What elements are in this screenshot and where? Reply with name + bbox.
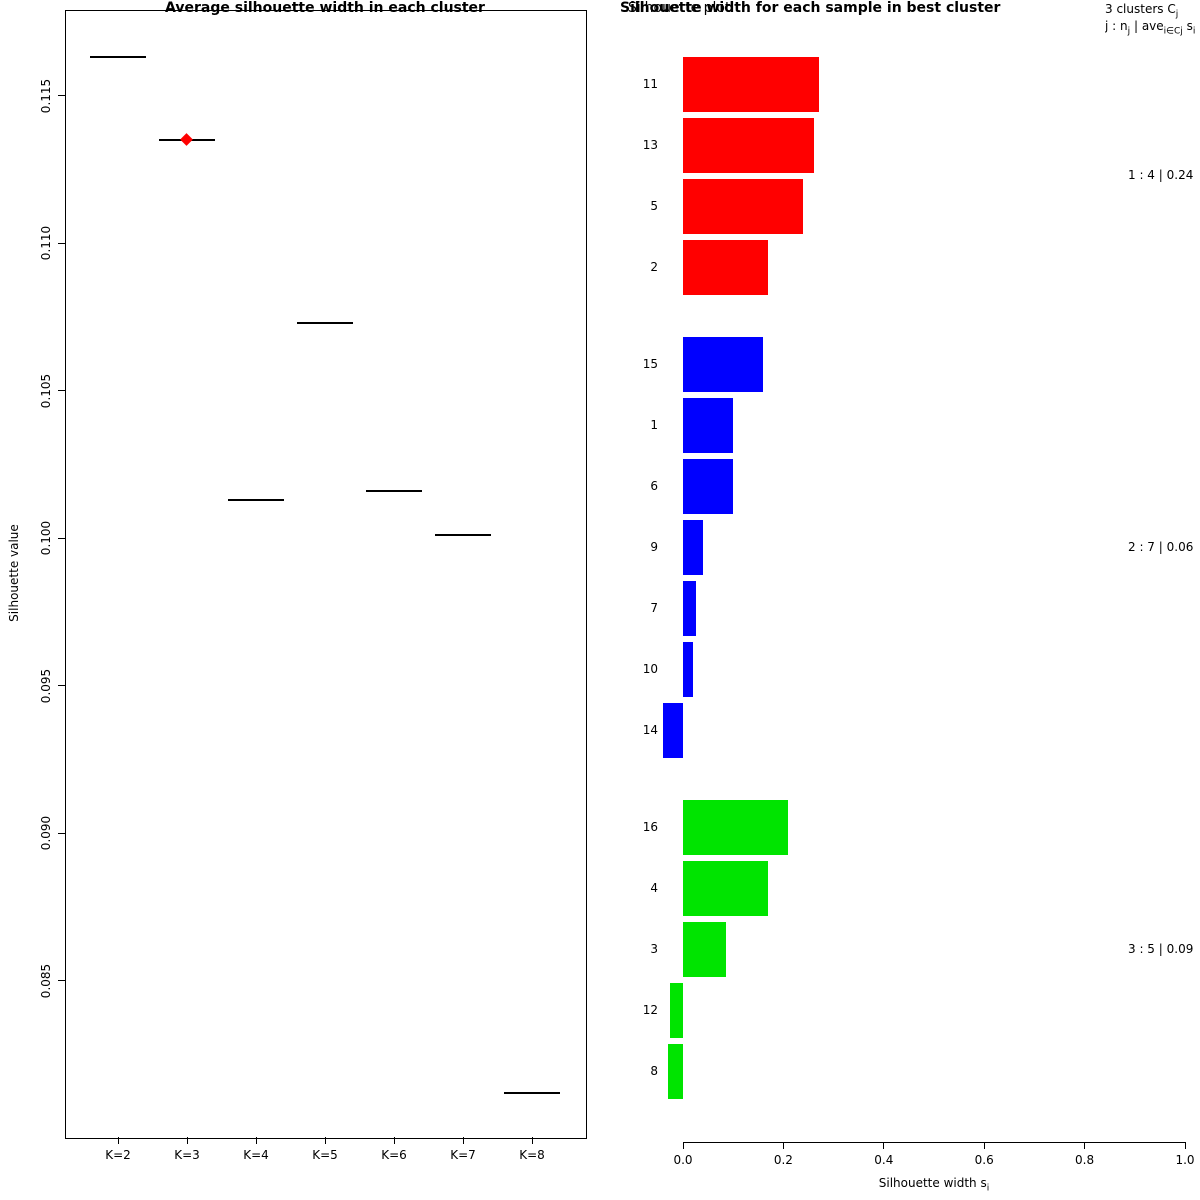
- x-tick-mark: [186, 1137, 188, 1144]
- avg-dash-K=6: [366, 489, 422, 492]
- x-axis-label: Silhouette width si: [878, 1176, 990, 1194]
- silhouette-bar-sample-6: [683, 459, 734, 514]
- silhouette-bar-sample-7: [683, 581, 696, 636]
- silhouette-sample-plot: Silhouette plot Silhouette width for eac…: [600, 0, 1200, 1200]
- y-tick-mark: [58, 685, 65, 687]
- sample-label-13: 13: [642, 137, 658, 152]
- y-tick-mark: [58, 980, 65, 982]
- silhouette-bar-sample-1: [683, 398, 734, 453]
- sample-label-14: 14: [642, 722, 658, 737]
- sample-label-3: 3: [650, 941, 658, 956]
- y-tick-mark: [58, 832, 65, 834]
- sample-label-1: 1: [650, 417, 658, 432]
- x-tick-label: K=2: [105, 1148, 131, 1162]
- silhouette-bar-sample-8: [667, 1044, 683, 1099]
- y-tick-mark: [58, 95, 65, 97]
- x-tick-label: 1.0: [1175, 1153, 1195, 1167]
- silhouette-bar-sample-15: [683, 337, 764, 392]
- y-tick-label: 0.100: [39, 520, 53, 556]
- cluster-header-line1: 3 clusters Cj: [1105, 2, 1179, 20]
- cluster-annotation-2: 2 : 7 | 0.06: [1128, 539, 1194, 554]
- sample-plot-title: Silhouette width for each sample in best…: [620, 0, 1001, 16]
- sample-label-2: 2: [650, 259, 658, 274]
- x-tick-label: K=5: [312, 1148, 338, 1162]
- sample-label-11: 11: [642, 76, 658, 91]
- cluster-annotation-1: 1 : 4 | 0.24: [1128, 168, 1194, 182]
- silhouette-bar-sample-14: [662, 703, 683, 758]
- cluster-header: 3 clusters Cj j : nj | avei∈Cj si: [1105, 2, 1200, 42]
- y-tick-label: 0.090: [39, 815, 53, 851]
- sample-label-7: 7: [650, 600, 658, 615]
- sample-label-16: 16: [642, 819, 658, 834]
- y-tick-mark: [58, 390, 65, 392]
- x-tick-mark: [255, 1137, 257, 1144]
- x-tick-mark: [531, 1137, 533, 1144]
- silhouette-bar-sample-11: [683, 57, 819, 112]
- sample-label-12: 12: [642, 1002, 658, 1017]
- sample-label-6: 6: [650, 478, 658, 493]
- x-tick-label: K=7: [450, 1148, 476, 1162]
- plot-box: [65, 10, 587, 1139]
- x-tick-mark: [462, 1137, 464, 1144]
- y-tick-label: 0.105: [39, 373, 53, 408]
- x-tick-mark: [393, 1137, 395, 1144]
- x-axis-line: [683, 1142, 1185, 1143]
- y-tick-label: 0.085: [39, 963, 53, 998]
- y-tick-label: 0.115: [39, 78, 53, 113]
- avg-plot-canvas: 0.085 0.090 0.095 0.100 0.105 0.110 0.115 K=2 K=…: [39, 56, 560, 1162]
- cluster-header-line2: j : nj | avei∈Cj si: [1105, 19, 1196, 37]
- x-tick-label: 0.6: [974, 1153, 994, 1167]
- y-tick-mark: [58, 537, 65, 539]
- x-tick-label: 0.2: [773, 1153, 793, 1167]
- x-tick-mark: [117, 1137, 119, 1144]
- avg-dash-K=2: [90, 56, 146, 59]
- avg-dash-K=5: [297, 321, 353, 324]
- silhouette-bar-sample-10: [683, 642, 694, 697]
- sample-plot-canvas: 11 13 5 2 15 1 6 9 7 10 14 16 4 3 12 8 1 : 4 | 0.24 2 : 7…: [600, 0, 1200, 1200]
- y-tick-label: 0.110: [39, 225, 53, 261]
- x-tick-mark: [1084, 1142, 1086, 1149]
- x-tick-label: K=6: [381, 1148, 407, 1162]
- best-marker-diamond: [180, 132, 193, 146]
- x-tick-mark: [324, 1137, 326, 1144]
- y-tick-mark: [58, 242, 65, 244]
- sample-plot-overlap-title: Silhouette plot: [628, 0, 731, 16]
- x-tick-mark: [1184, 1142, 1186, 1149]
- silhouette-bar-sample-5: [683, 179, 804, 234]
- x-tick-mark: [782, 1142, 784, 1149]
- x-tick-label: K=4: [243, 1148, 269, 1162]
- y-tick-label: 0.095: [39, 668, 53, 703]
- x-tick-label: 0.4: [874, 1153, 894, 1167]
- silhouette-bar-sample-4: [683, 861, 769, 916]
- avg-plot-title: Average silhouette width in each cluster: [165, 0, 485, 16]
- sample-label-15: 15: [642, 356, 658, 371]
- x-tick-label: 0.8: [1075, 1153, 1095, 1167]
- x-tick-label: K=3: [174, 1148, 200, 1162]
- sample-label-9: 9: [650, 539, 658, 554]
- x-tick-mark: [983, 1142, 985, 1149]
- avg-dash-K=4: [228, 498, 284, 501]
- silhouette-bar-sample-3: [683, 922, 726, 977]
- cluster-annotation-3: 3 : 5 | 0.09: [1128, 941, 1194, 956]
- x-tick-label: K=8: [519, 1148, 545, 1162]
- sample-label-4: 4: [650, 880, 658, 895]
- sample-label-8: 8: [650, 1063, 658, 1078]
- silhouette-bar-sample-2: [683, 240, 769, 295]
- silhouette-bar-sample-9: [683, 520, 704, 575]
- sample-label-5: 5: [650, 198, 658, 213]
- x-tick-mark: [883, 1142, 885, 1149]
- sample-label-10: 10: [642, 661, 658, 676]
- avg-silhouette-plot: Average silhouette width in each cluster…: [7, 0, 587, 1162]
- silhouette-bar-sample-13: [683, 118, 814, 173]
- avg-dash-K=7: [435, 534, 491, 537]
- x-tick-label: 0.0: [673, 1153, 693, 1167]
- x-tick-mark: [682, 1142, 684, 1149]
- avg-dash-K=8: [504, 1091, 560, 1094]
- silhouette-bar-sample-12: [670, 983, 683, 1038]
- silhouette-bar-sample-16: [683, 800, 789, 855]
